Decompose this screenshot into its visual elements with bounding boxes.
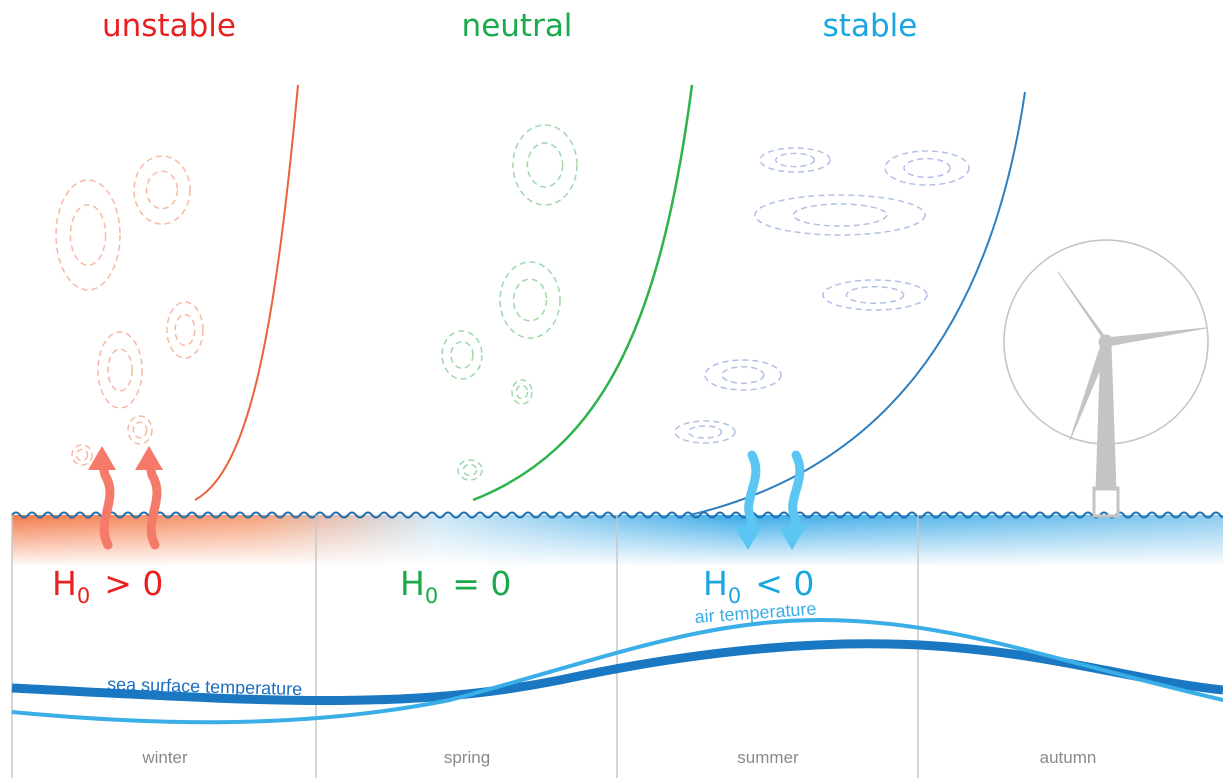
subscript: 0: [77, 584, 90, 608]
eddy: [71, 444, 93, 466]
eddy: [462, 463, 478, 477]
flux-label: H0 > 0: [52, 564, 163, 608]
wind-profile-unstable: [194, 84, 299, 501]
eddy: [674, 420, 736, 444]
wind-profile-stable: [689, 91, 1026, 516]
eddy: [499, 261, 561, 339]
eddy: [132, 421, 148, 439]
eddy: [884, 150, 970, 186]
eddy: [775, 152, 815, 168]
wind-turbine: [1003, 239, 1209, 518]
eddy: [721, 366, 765, 384]
wind-profile-neutral: [472, 84, 694, 502]
flux-label: H0 < 0: [703, 564, 814, 608]
arrowhead: [135, 446, 163, 470]
eddy: [75, 448, 89, 462]
eddy: [515, 384, 529, 400]
eddy: [754, 194, 926, 236]
regime-title: stable: [823, 8, 918, 44]
eddy: [166, 301, 204, 359]
foundation: [1092, 486, 1120, 518]
arrow-down: [743, 450, 761, 537]
eddy: [450, 341, 474, 369]
symbol: H: [400, 564, 425, 603]
eddy: [97, 331, 143, 409]
eddy: [792, 203, 888, 227]
relation: = 0: [452, 564, 511, 603]
eddies: [55, 124, 970, 481]
eddy: [903, 157, 951, 179]
hub: [1098, 334, 1114, 350]
eddy: [55, 179, 121, 291]
subscript: 0: [728, 584, 741, 608]
eddy: [845, 286, 905, 304]
symbol: H: [703, 564, 728, 603]
blade: [1057, 271, 1111, 345]
sea-surface-temperature-curve: [11, 639, 1223, 706]
season-label: winter: [141, 748, 188, 767]
subscript: 0: [425, 584, 438, 608]
relation: > 0: [104, 564, 163, 603]
eddy: [526, 142, 564, 188]
arrowhead: [778, 526, 806, 550]
arrow-up: [144, 457, 162, 550]
eddy: [512, 278, 548, 322]
eddy: [127, 415, 153, 445]
season-label: autumn: [1040, 748, 1097, 767]
eddy: [107, 348, 133, 392]
eddy: [133, 155, 191, 225]
eddy: [457, 459, 483, 481]
eddy: [511, 379, 533, 405]
eddy: [441, 330, 483, 380]
arrow-down: [787, 450, 805, 537]
eddy: [145, 170, 179, 210]
symbol: H: [52, 564, 77, 603]
eddy: [512, 124, 578, 206]
blade: [1105, 327, 1207, 347]
season-label: summer: [737, 748, 799, 767]
arrow-up: [97, 457, 115, 550]
regime-title: unstable: [102, 8, 236, 44]
air-temperature-curve: [11, 617, 1223, 725]
eddy: [174, 313, 196, 347]
flux-arrows: [88, 446, 806, 550]
season-label: spring: [444, 748, 490, 767]
arrowhead: [734, 526, 762, 550]
relation: < 0: [755, 564, 814, 603]
regime-title: neutral: [462, 8, 573, 44]
eddy: [759, 147, 831, 173]
flux-label: H0 = 0: [400, 564, 511, 608]
eddy: [704, 359, 782, 391]
eddy: [822, 279, 928, 311]
arrowhead: [88, 446, 116, 470]
sea-surface: [11, 511, 1223, 519]
eddy: [69, 204, 107, 266]
eddy: [687, 425, 723, 439]
